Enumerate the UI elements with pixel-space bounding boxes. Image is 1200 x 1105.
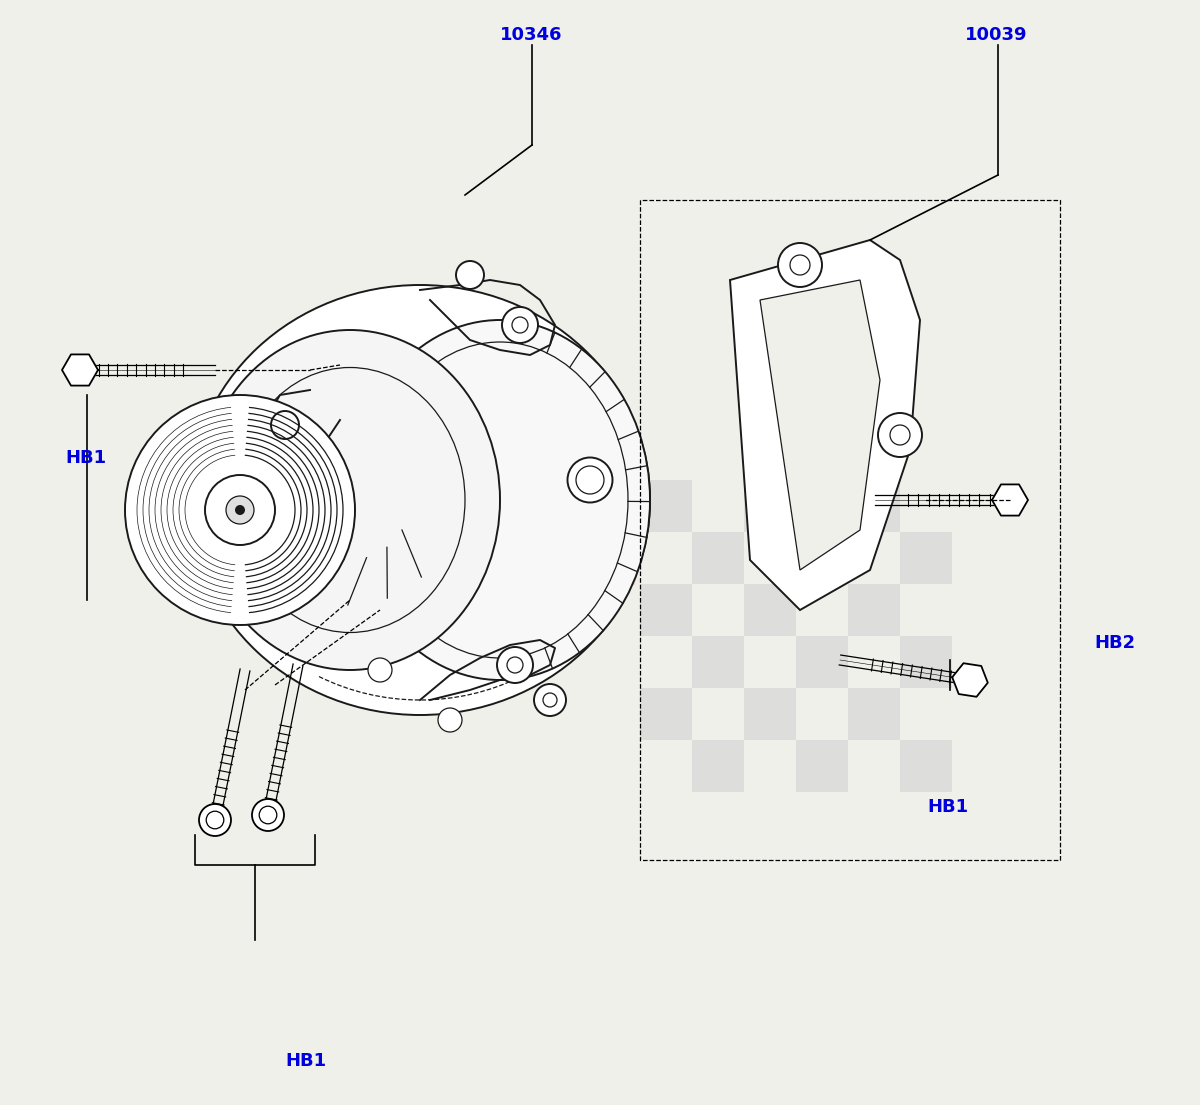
Bar (796, 636, 848, 688)
Ellipse shape (200, 330, 500, 670)
Bar (640, 585, 692, 636)
Polygon shape (992, 484, 1028, 516)
Polygon shape (730, 240, 920, 610)
Ellipse shape (190, 285, 650, 715)
Text: HB1: HB1 (66, 449, 107, 466)
Circle shape (438, 708, 462, 732)
Text: lia: lia (560, 530, 644, 600)
Bar (848, 585, 900, 636)
Circle shape (778, 243, 822, 287)
Text: HB1: HB1 (928, 798, 968, 815)
Circle shape (878, 413, 922, 457)
Bar (640, 480, 692, 532)
Circle shape (271, 411, 299, 439)
Text: HB2: HB2 (1094, 634, 1135, 652)
Bar (796, 532, 848, 585)
Ellipse shape (568, 457, 612, 503)
Circle shape (456, 261, 484, 290)
Circle shape (199, 804, 230, 836)
Circle shape (226, 496, 254, 524)
Bar (900, 532, 952, 585)
Bar (692, 636, 744, 688)
Text: 10039: 10039 (965, 27, 1027, 44)
Polygon shape (953, 663, 988, 697)
Bar (744, 688, 796, 740)
Circle shape (205, 475, 275, 545)
Bar (744, 585, 796, 636)
Bar (848, 480, 900, 532)
Bar (640, 688, 692, 740)
Bar (900, 740, 952, 792)
Text: HB1: HB1 (286, 1052, 326, 1070)
Circle shape (235, 505, 245, 515)
Polygon shape (62, 355, 98, 386)
Bar (692, 740, 744, 792)
Circle shape (502, 307, 538, 343)
Ellipse shape (350, 320, 650, 680)
Circle shape (497, 648, 533, 683)
Polygon shape (760, 280, 880, 570)
Text: 10346: 10346 (500, 27, 563, 44)
Bar (848, 688, 900, 740)
Circle shape (125, 394, 355, 625)
Circle shape (368, 657, 392, 682)
Circle shape (252, 799, 284, 831)
Bar (900, 636, 952, 688)
Bar (744, 480, 796, 532)
Bar (692, 532, 744, 585)
Bar (796, 740, 848, 792)
Text: c a r    p a r t s: c a r p a r t s (388, 606, 592, 634)
Text: Sco: Sco (180, 530, 310, 600)
Circle shape (534, 684, 566, 716)
